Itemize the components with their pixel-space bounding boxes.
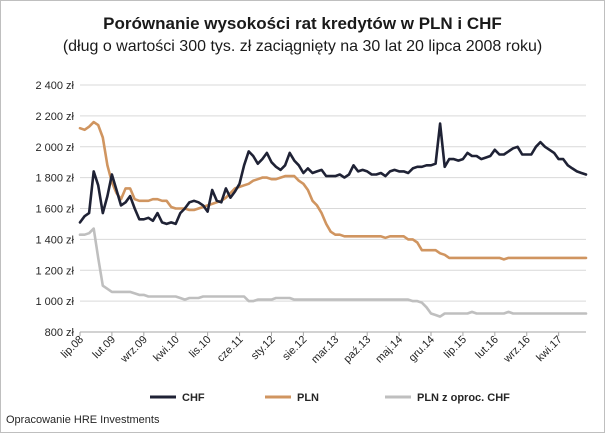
x-tick-label: paź.13 (341, 334, 373, 366)
series-lines (78, 120, 588, 318)
x-tick-label: mar.13 (309, 334, 341, 366)
x-tick-label: lut.16 (473, 334, 501, 362)
chart-subtitle: (dług o wartości 300 tys. zł zaciągnięty… (62, 38, 543, 55)
y-tick-label: 800 zł (45, 327, 75, 339)
x-tick-label: sty.12 (249, 334, 278, 363)
x-tick-label: wrz.16 (501, 334, 533, 366)
chart-title: Porównanie wysokości rat kredytów w PLN … (103, 14, 502, 33)
x-axis: lip.08 lut.09 wrz.09 kwi.10 lis.10 cze.11 sty.… (59, 331, 586, 366)
x-tick-label: wrz.09 (118, 334, 150, 366)
series-line-chf (78, 122, 588, 226)
x-tick-label: kwi.17 (534, 334, 565, 365)
y-tick-label: 2 000 zł (35, 142, 74, 154)
series-line-pln (78, 120, 588, 261)
x-tick-label: cze.11 (215, 334, 246, 365)
x-tick-label: sie.12 (280, 334, 309, 363)
source-note: Opracowanie HRE Investments (6, 414, 160, 426)
legend-label: PLN z oproc. CHF (417, 392, 510, 404)
legend-label: PLN (297, 392, 319, 404)
y-tick-label: 1 400 zł (35, 234, 74, 246)
x-tick-label: lis.10 (187, 334, 214, 361)
y-axis: 2 400 zł 2 200 zł 2 000 zł 1 800 zł 1 600 zł… (35, 80, 74, 339)
y-tick-label: 2 200 zł (35, 111, 74, 123)
x-tick-label: lut.09 (91, 334, 119, 362)
y-tick-label: 1 600 zł (35, 204, 74, 216)
x-tick-label: gru.14 (407, 334, 438, 365)
y-tick-label: 1 000 zł (35, 296, 74, 308)
grid-lines (80, 84, 586, 333)
y-tick-label: 2 400 zł (35, 80, 74, 92)
x-tick-label: maj.14 (373, 334, 405, 366)
x-tick-label: kwi.10 (151, 334, 182, 365)
x-tick-label: lip.15 (442, 334, 469, 361)
legend-label: CHF (182, 392, 205, 404)
series-line-pln-z-oproc-chf (78, 227, 588, 318)
legend: CHF PLN PLN z oproc. CHF (150, 392, 510, 404)
y-tick-label: 1 200 zł (35, 265, 74, 277)
y-tick-label: 1 800 zł (35, 173, 74, 185)
